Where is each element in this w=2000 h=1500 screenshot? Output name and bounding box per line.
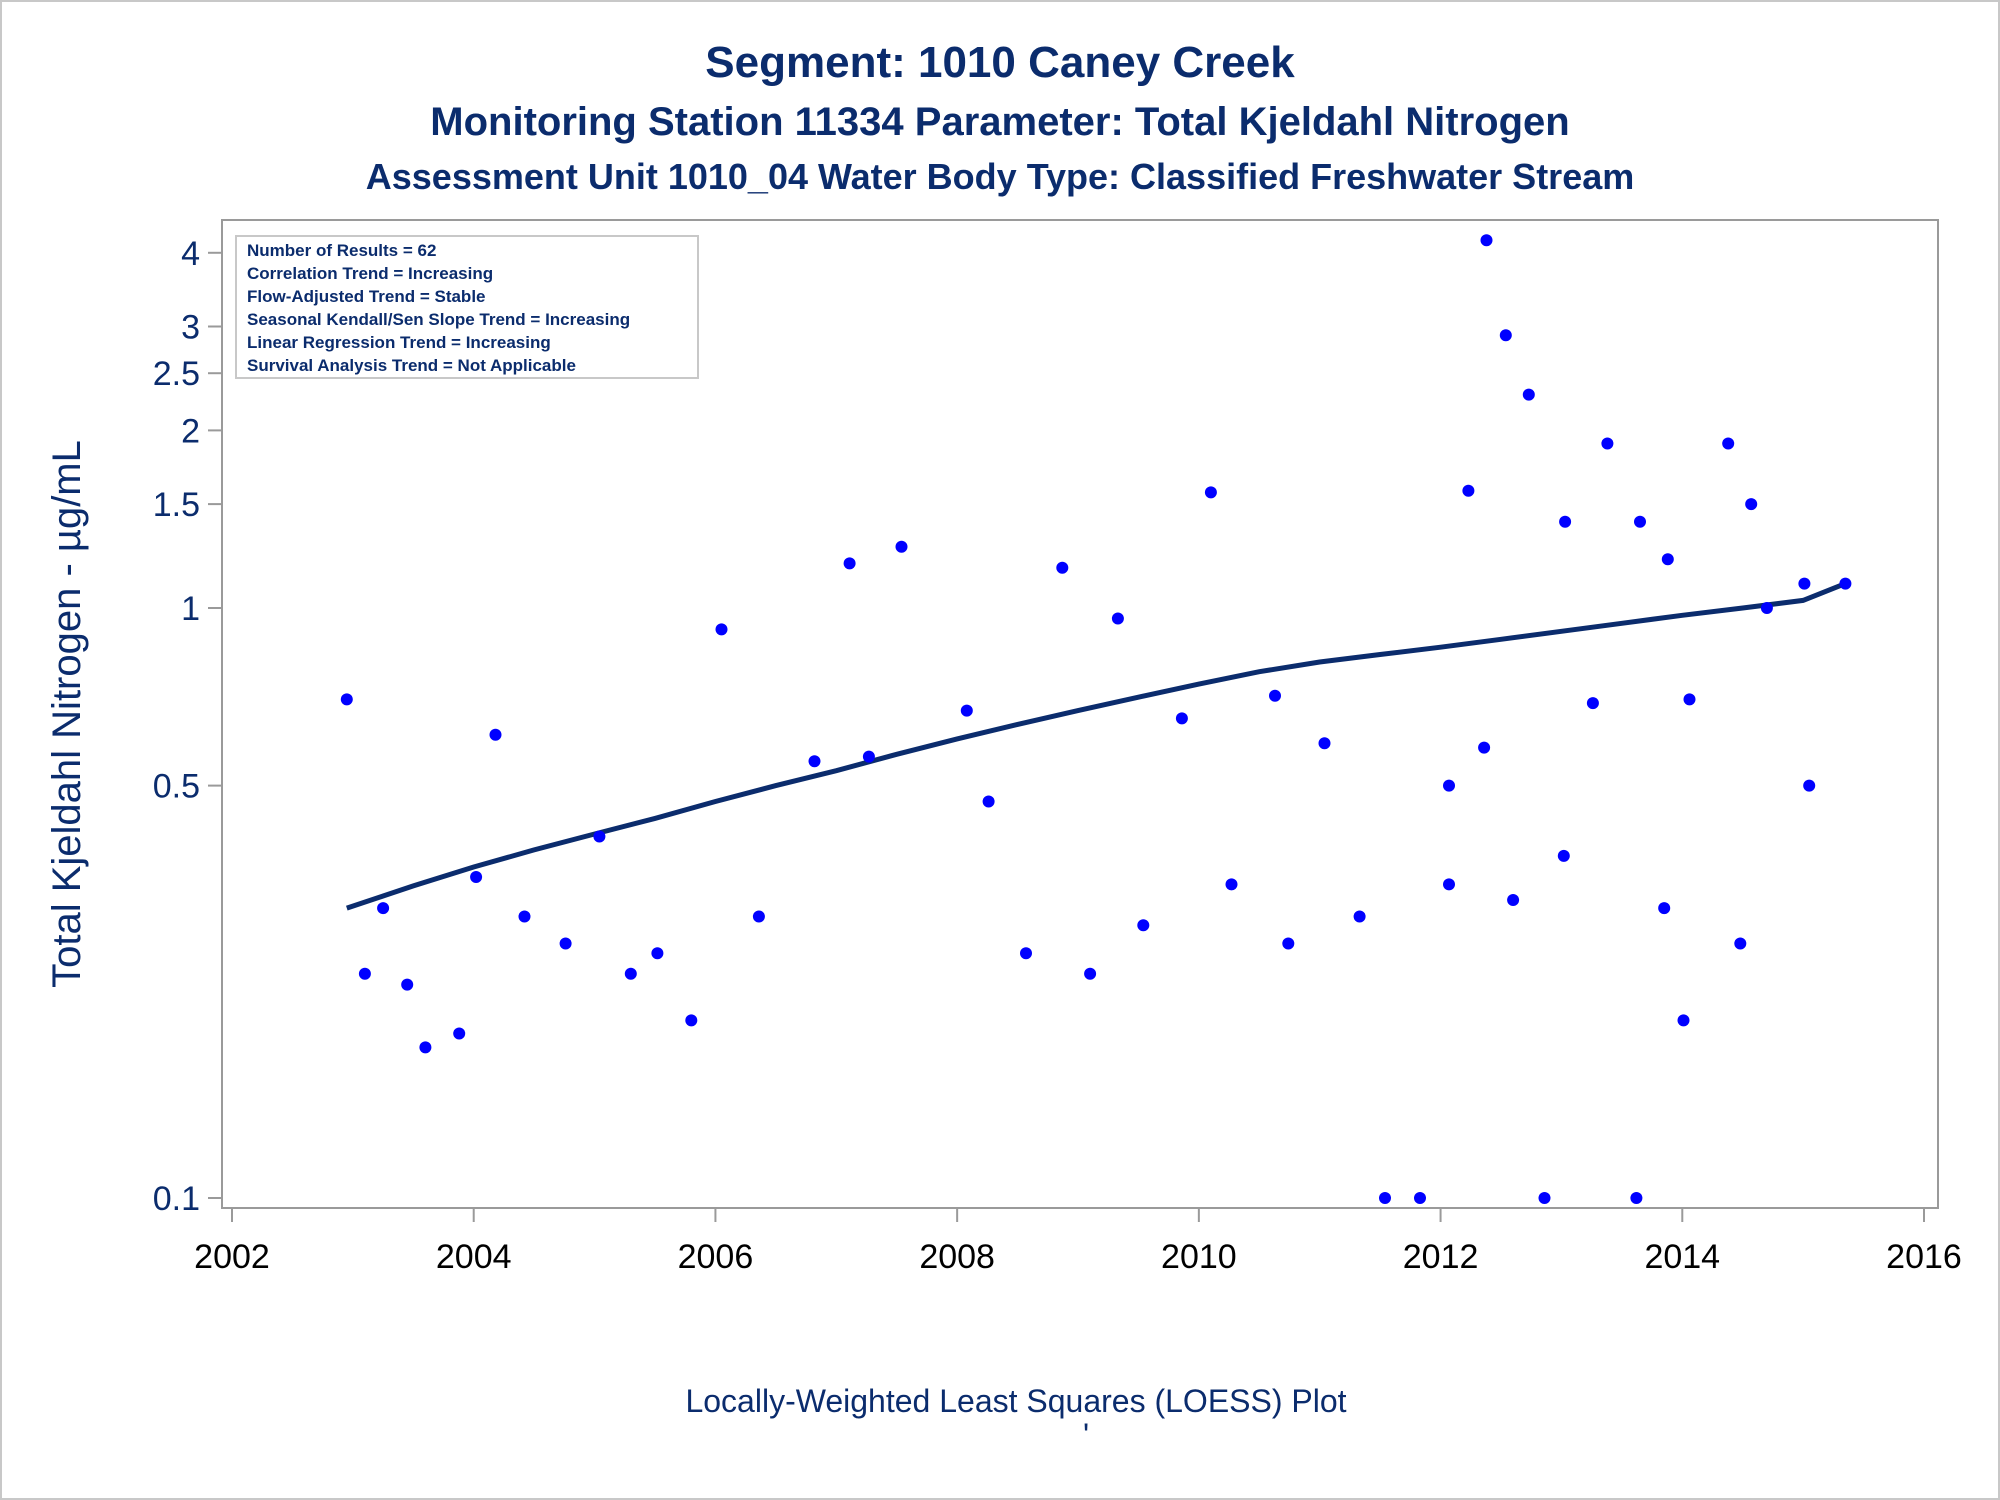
- data-point: [651, 947, 664, 960]
- data-point: [1522, 388, 1535, 401]
- data-point: [1478, 741, 1491, 754]
- data-point: [1634, 515, 1646, 528]
- data-point: [1318, 737, 1331, 750]
- data-point: [1175, 712, 1188, 725]
- x-tick-label: 2012: [1403, 1238, 1479, 1276]
- data-points: [340, 234, 1852, 1204]
- y-tick-label: 0.5: [153, 768, 200, 806]
- data-point: [960, 704, 973, 717]
- data-point: [1414, 1192, 1426, 1204]
- data-point: [1839, 577, 1852, 590]
- data-point: [1020, 947, 1032, 960]
- data-point: [1111, 612, 1124, 625]
- data-point: [1499, 329, 1512, 342]
- data-point: [419, 1041, 432, 1054]
- data-point: [1798, 577, 1811, 590]
- data-point: [593, 830, 606, 843]
- data-point: [453, 1027, 466, 1040]
- data-point: [1683, 693, 1696, 706]
- data-point: [358, 967, 371, 980]
- data-point: [340, 693, 353, 706]
- x-tick-label: 2008: [919, 1238, 995, 1276]
- data-point: [1677, 1014, 1690, 1027]
- data-point: [1056, 561, 1069, 574]
- x-tick-label: 2004: [436, 1238, 512, 1276]
- data-point: [1480, 234, 1493, 247]
- plot-area: [221, 219, 1939, 1209]
- y-tick-label: 2.5: [153, 355, 200, 393]
- data-point: [470, 871, 483, 883]
- data-point: [1557, 849, 1570, 862]
- data-point: [1204, 486, 1217, 499]
- data-point: [895, 540, 908, 553]
- data-point: [377, 902, 390, 915]
- x-tick-label: 2006: [678, 1238, 754, 1276]
- data-point: [559, 937, 572, 950]
- x-tick-label: 2016: [1886, 1238, 1962, 1276]
- data-point: [401, 978, 414, 991]
- data-point: [752, 910, 765, 923]
- summary-line: Flow-Adjusted Trend = Stable: [247, 287, 486, 306]
- data-point: [1269, 689, 1281, 702]
- data-point: [1745, 498, 1758, 511]
- data-point: [1734, 937, 1747, 950]
- trend-summary-box: Number of Results = 62 Correlation Trend…: [235, 235, 699, 379]
- summary-line: Number of Results = 62: [247, 241, 436, 260]
- data-point: [1443, 779, 1455, 792]
- x-tick-label: 2002: [194, 1238, 270, 1276]
- y-tick-label: 1.5: [153, 486, 200, 524]
- data-point: [982, 795, 995, 808]
- data-point: [1760, 602, 1773, 614]
- data-point: [1282, 937, 1295, 950]
- data-point: [1462, 484, 1475, 497]
- y-tick-label: 0.1: [153, 1180, 200, 1218]
- y-tick-label: 2: [181, 412, 200, 450]
- loess-trend-line: [346, 581, 1847, 911]
- footnote: Locally-Weighted Least Squares (LOESS) P…: [685, 1383, 1346, 1419]
- x-tick-label: 2014: [1644, 1238, 1720, 1276]
- trend-summary-frame: [235, 235, 699, 379]
- data-point: [685, 1014, 698, 1027]
- data-point: [1803, 779, 1816, 792]
- data-point: [1661, 553, 1674, 566]
- data-point: [489, 728, 502, 741]
- y-tick-label: 3: [181, 308, 200, 346]
- data-point: [1630, 1192, 1643, 1204]
- data-point: [808, 755, 821, 768]
- data-point: [1443, 878, 1455, 891]
- footnote-mark: ': [1083, 1417, 1089, 1453]
- data-point: [1507, 894, 1520, 906]
- data-point: [1225, 878, 1238, 891]
- summary-line: Survival Analysis Trend = Not Applicable: [247, 356, 576, 375]
- chart-title: Segment: 1010 Caney Creek: [705, 38, 1295, 87]
- data-point: [1559, 515, 1572, 528]
- data-point: [1137, 919, 1150, 932]
- data-point: [1538, 1192, 1551, 1204]
- data-point: [843, 557, 856, 570]
- data-point: [1658, 902, 1671, 915]
- data-point: [1353, 910, 1366, 923]
- summary-line: Linear Regression Trend = Increasing: [247, 333, 551, 352]
- data-point: [715, 623, 728, 636]
- chart-subtitle: Monitoring Station 11334 Parameter: Tota…: [430, 100, 1570, 144]
- x-tick-label: 2010: [1161, 1238, 1237, 1276]
- chart-subtitle-2: Assessment Unit 1010_04 Water Body Type:…: [365, 156, 1635, 197]
- data-point: [1084, 967, 1097, 980]
- data-point: [518, 910, 531, 923]
- summary-line: Seasonal Kendall/Sen Slope Trend = Incre…: [247, 310, 630, 329]
- y-tick-label: 4: [181, 235, 200, 273]
- data-point: [1379, 1192, 1391, 1204]
- y-axis-title: Total Kjeldahl Nitrogen - µg/mL: [45, 440, 89, 988]
- x-axis: 2002 2004 2006 2008 2010 2012 2014 2016: [194, 1208, 1962, 1276]
- y-axis: 0.1 0.5 1 1.5 2 2.5 3 4: [153, 235, 222, 1218]
- data-point: [1586, 697, 1599, 710]
- data-point: [1722, 437, 1735, 450]
- data-point: [1601, 437, 1614, 450]
- y-tick-label: 1: [181, 590, 200, 628]
- data-point: [624, 967, 637, 980]
- summary-line: Correlation Trend = Increasing: [247, 264, 493, 283]
- data-point: [862, 750, 875, 763]
